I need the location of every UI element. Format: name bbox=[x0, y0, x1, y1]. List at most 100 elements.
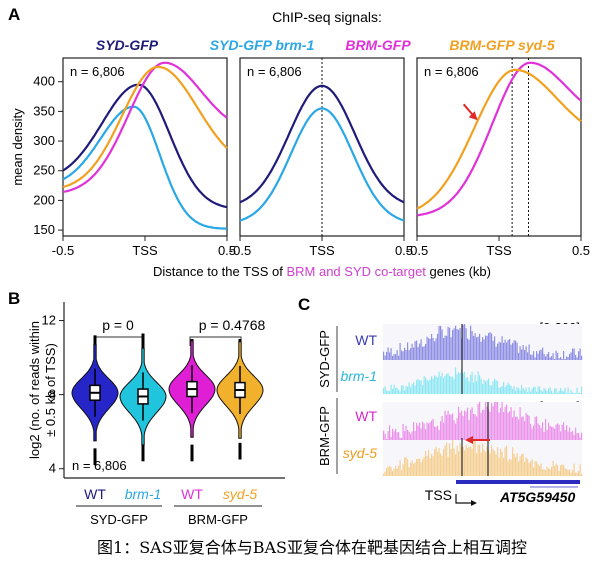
track-bar-syd-wt bbox=[393, 353, 395, 360]
track-bar-syd-wt bbox=[416, 340, 418, 360]
track-bar-brm1 bbox=[470, 375, 472, 394]
category-label-wt-brm: WT bbox=[181, 486, 203, 502]
track-bar-syd5 bbox=[407, 459, 409, 476]
track-bar-syd5 bbox=[537, 464, 539, 476]
track-bar-syd5 bbox=[404, 457, 406, 476]
track-bar-syd5 bbox=[447, 456, 449, 476]
track-bar-syd5 bbox=[405, 457, 407, 476]
track-bar-syd-wt bbox=[390, 348, 392, 360]
track-label-syd5: syd-5 bbox=[343, 445, 377, 461]
track-bar-brm-wt bbox=[482, 409, 484, 440]
track-bar-brm-wt bbox=[467, 407, 469, 440]
track-bar-brm1 bbox=[423, 375, 425, 394]
track-bar-brm-wt bbox=[522, 416, 524, 440]
chart-title: ChIP-seq signals: bbox=[272, 9, 382, 25]
track-bar-brm1 bbox=[411, 384, 413, 394]
track-bar-syd5 bbox=[516, 453, 518, 476]
track-bar-syd-wt bbox=[405, 349, 407, 360]
track-bar-syd-wt bbox=[392, 355, 394, 360]
track-bar-syd-wt bbox=[434, 341, 436, 360]
track-bar-brm-wt bbox=[572, 430, 574, 440]
track-bar-brm-wt bbox=[515, 416, 517, 440]
track-bar-syd-wt bbox=[449, 327, 451, 360]
track-bar-brm-wt bbox=[545, 418, 547, 440]
track-bar-syd-wt bbox=[417, 346, 419, 360]
track-bar-syd5 bbox=[558, 470, 560, 476]
track-bar-syd5 bbox=[410, 462, 412, 476]
track-bar-syd-wt bbox=[468, 339, 470, 360]
track-bar-brm1 bbox=[396, 387, 398, 394]
track-bar-brm-wt bbox=[495, 402, 497, 440]
track-bar-syd5 bbox=[548, 468, 550, 476]
track-bar-brm1 bbox=[579, 393, 581, 394]
track-bar-syd-wt bbox=[476, 337, 478, 360]
track-bar-brm1 bbox=[540, 390, 542, 394]
category-label-brm1: brm-1 bbox=[125, 486, 162, 502]
track-bar-syd-wt bbox=[404, 347, 406, 360]
p-value-2: p = 0.4768 bbox=[199, 317, 266, 333]
track-bar-brm1 bbox=[383, 388, 385, 394]
track-bar-syd-wt bbox=[471, 330, 473, 360]
track-bar-syd5 bbox=[539, 466, 541, 476]
track-bar-brm1 bbox=[419, 380, 421, 394]
track-bar-brm-wt bbox=[392, 428, 394, 440]
track-bar-brm-wt bbox=[446, 414, 448, 440]
track-bar-brm-wt bbox=[570, 431, 572, 440]
track-bar-syd5 bbox=[474, 441, 476, 476]
track-bar-brm1 bbox=[453, 378, 455, 394]
series-line bbox=[416, 68, 582, 210]
track-bar-syd-wt bbox=[494, 336, 496, 360]
track-bar-brm-wt bbox=[429, 422, 431, 440]
track-bar-brm1 bbox=[524, 389, 526, 394]
track-bar-brm-wt bbox=[500, 407, 502, 440]
track-bar-syd-wt bbox=[498, 341, 500, 360]
track-bar-brm1 bbox=[440, 376, 442, 394]
track-bar-syd-wt bbox=[450, 337, 452, 360]
track-bar-brm1 bbox=[489, 385, 491, 394]
track-bar-syd-wt bbox=[465, 328, 467, 360]
track-bar-syd-wt bbox=[497, 343, 499, 360]
track-bar-syd-wt bbox=[554, 359, 556, 360]
track-bar-brm-wt bbox=[501, 402, 503, 440]
track-bar-syd5 bbox=[473, 440, 475, 476]
track-bar-brm-wt bbox=[536, 416, 538, 440]
track-bar-brm-wt bbox=[479, 402, 481, 440]
track-bar-brm1 bbox=[558, 390, 560, 394]
track-bar-syd-wt bbox=[551, 356, 553, 360]
track-bar-syd-wt bbox=[540, 349, 542, 360]
track-bar-syd-wt bbox=[504, 339, 506, 360]
track-bar-brm1 bbox=[573, 393, 575, 394]
track-bar-syd5 bbox=[446, 442, 448, 476]
track-bar-brm1 bbox=[477, 371, 479, 394]
track-bar-brm-wt bbox=[425, 429, 427, 440]
red-arrow-head bbox=[468, 111, 478, 121]
track-bar-syd5 bbox=[570, 472, 572, 476]
track-bar-syd5 bbox=[497, 447, 499, 476]
track-bar-syd5 bbox=[413, 463, 415, 476]
legend-entry-brm1: SYD-GFP brm-1 bbox=[210, 37, 315, 53]
track-bar-brm-wt bbox=[399, 437, 401, 440]
x-tick-label: TSS bbox=[132, 243, 158, 258]
track-bar-brm-wt bbox=[410, 433, 412, 440]
track-bar-syd-wt bbox=[579, 348, 581, 360]
track-bar-syd5 bbox=[411, 460, 413, 476]
track-bar-brm1 bbox=[557, 392, 559, 394]
chart-c-marks bbox=[383, 324, 583, 488]
track-bar-syd-wt bbox=[456, 329, 458, 360]
track-bar-brm-wt bbox=[543, 431, 545, 440]
track-bar-syd5 bbox=[458, 451, 460, 476]
track-bar-brm-wt bbox=[552, 427, 554, 440]
track-bar-syd5 bbox=[549, 469, 551, 476]
track-bar-brm1 bbox=[498, 387, 500, 394]
track-bar-brm-wt bbox=[476, 416, 478, 440]
track-bar-brm1 bbox=[575, 393, 577, 394]
track-bar-syd5 bbox=[452, 440, 454, 476]
track-bar-brm-wt bbox=[581, 432, 583, 440]
track-bar-brm-wt bbox=[438, 430, 440, 440]
track-bar-brm-wt bbox=[497, 402, 499, 440]
track-bar-syd-wt bbox=[531, 354, 533, 360]
track-bar-syd5 bbox=[519, 456, 521, 476]
track-bar-brm-wt bbox=[513, 410, 515, 440]
track-bar-brm1 bbox=[563, 391, 565, 394]
track-bar-syd-wt bbox=[458, 329, 460, 360]
